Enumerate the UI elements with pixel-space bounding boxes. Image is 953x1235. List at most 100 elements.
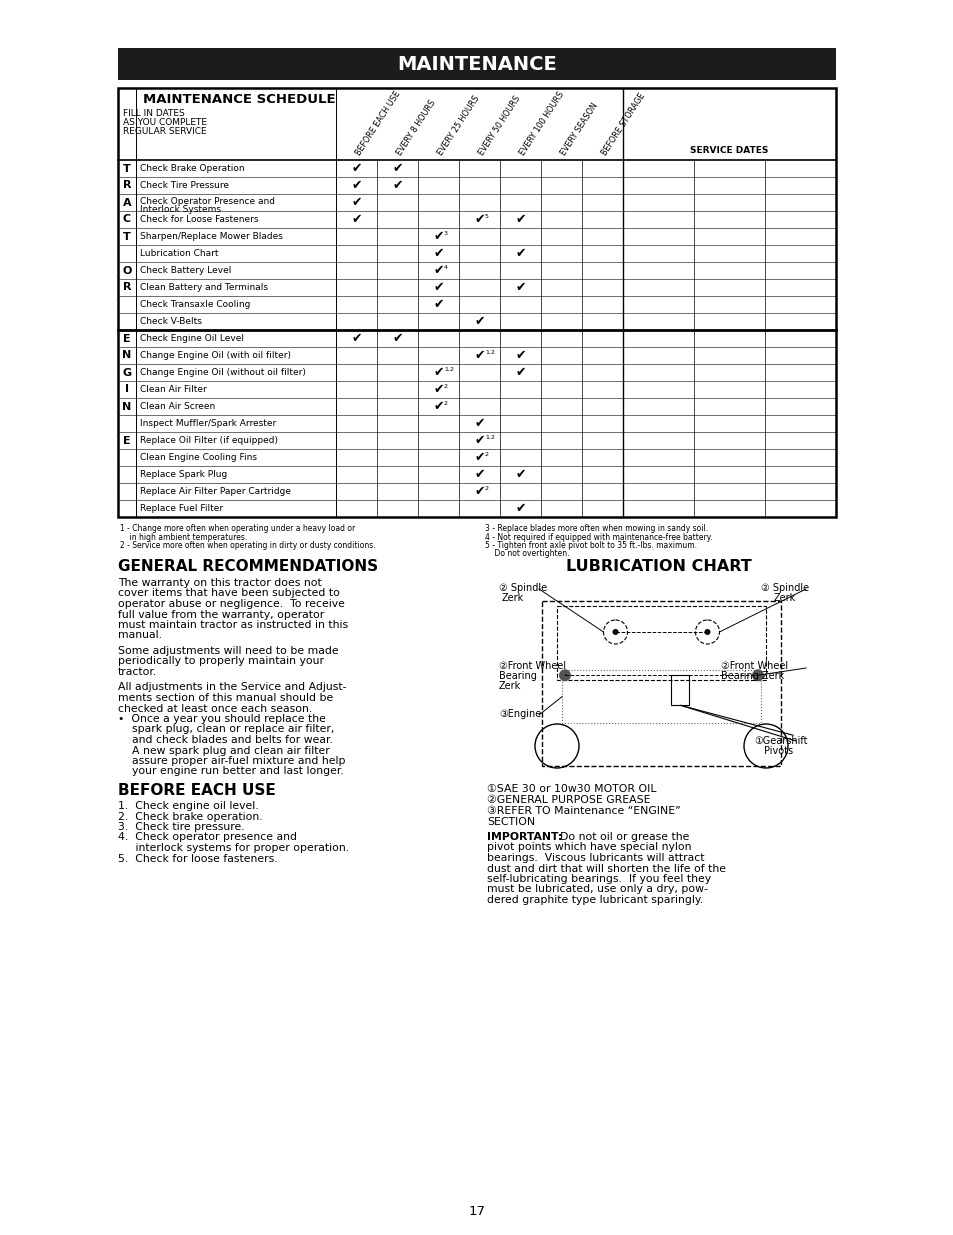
Text: ✔: ✔: [433, 400, 443, 412]
Text: ③REFER TO Maintenance “ENGINE”: ③REFER TO Maintenance “ENGINE”: [486, 806, 680, 816]
Text: ②GENERAL PURPOSE GREASE: ②GENERAL PURPOSE GREASE: [486, 795, 650, 805]
Text: and check blades and belts for wear.: and check blades and belts for wear.: [118, 735, 333, 745]
Text: 5 - Tighten front axle pivot bolt to 35 ft.-lbs. maximum.: 5 - Tighten front axle pivot bolt to 35 …: [484, 541, 697, 550]
Text: cover items that have been subjected to: cover items that have been subjected to: [118, 589, 339, 599]
Text: ✔: ✔: [474, 315, 484, 329]
Text: N: N: [122, 351, 132, 361]
Text: R: R: [123, 180, 132, 190]
Text: Replace Spark Plug: Replace Spark Plug: [140, 471, 227, 479]
Text: EVERY 50 HOURS: EVERY 50 HOURS: [477, 94, 522, 157]
Circle shape: [612, 629, 618, 635]
Text: operator abuse or negligence.  To receive: operator abuse or negligence. To receive: [118, 599, 345, 609]
Text: 1 - Change more often when operating under a heavy load or: 1 - Change more often when operating und…: [120, 524, 355, 534]
Text: assure proper air-fuel mixture and help: assure proper air-fuel mixture and help: [118, 756, 345, 766]
Circle shape: [558, 669, 571, 682]
Text: 3: 3: [443, 231, 448, 236]
Text: ✔: ✔: [433, 383, 443, 396]
Text: 4.  Check operator presence and: 4. Check operator presence and: [118, 832, 296, 842]
Text: 3.  Check tire pressure.: 3. Check tire pressure.: [118, 823, 244, 832]
Text: ✔: ✔: [351, 162, 361, 175]
Text: ✔: ✔: [515, 282, 525, 294]
Text: interlock systems for proper operation.: interlock systems for proper operation.: [118, 844, 349, 853]
Text: your engine run better and last longer.: your engine run better and last longer.: [118, 767, 343, 777]
Text: 5.  Check for loose fasteners.: 5. Check for loose fasteners.: [118, 853, 277, 863]
Text: T: T: [123, 231, 131, 242]
Bar: [671, 676, 689, 705]
Text: Check for Loose Fasteners: Check for Loose Fasteners: [140, 215, 258, 224]
Text: 4: 4: [443, 266, 448, 270]
Text: BEFORE STORAGE: BEFORE STORAGE: [599, 91, 647, 157]
Text: LUBRICATION CHART: LUBRICATION CHART: [565, 559, 751, 574]
Text: EVERY 8 HOURS: EVERY 8 HOURS: [395, 99, 437, 157]
Text: ✔: ✔: [433, 247, 443, 261]
Text: Clean Engine Cooling Fins: Clean Engine Cooling Fins: [140, 453, 256, 462]
Text: spark plug, clean or replace air filter,: spark plug, clean or replace air filter,: [118, 725, 334, 735]
Text: ✔: ✔: [351, 196, 361, 209]
Text: Change Engine Oil (with oil filter): Change Engine Oil (with oil filter): [140, 351, 291, 359]
Text: pivot points which have special nylon: pivot points which have special nylon: [486, 842, 691, 852]
Text: I: I: [125, 384, 129, 394]
Text: periodically to properly maintain your: periodically to properly maintain your: [118, 657, 324, 667]
Text: ✔: ✔: [515, 247, 525, 261]
Text: Zerk: Zerk: [773, 593, 796, 603]
Text: Bearing: Bearing: [498, 671, 537, 680]
Text: Zerk: Zerk: [501, 593, 524, 603]
Text: must be lubricated, use only a dry, pow-: must be lubricated, use only a dry, pow-: [486, 884, 707, 894]
Text: MAINTENANCE: MAINTENANCE: [396, 54, 557, 74]
Text: E: E: [123, 333, 131, 343]
Text: 2: 2: [443, 401, 448, 406]
Text: EVERY SEASON: EVERY SEASON: [558, 101, 599, 157]
Text: SECTION: SECTION: [486, 818, 535, 827]
Text: Clean Air Filter: Clean Air Filter: [140, 385, 207, 394]
Text: Do not overtighten.: Do not overtighten.: [484, 550, 569, 558]
Text: MAINTENANCE SCHEDULE: MAINTENANCE SCHEDULE: [143, 93, 335, 106]
Circle shape: [703, 629, 710, 635]
Text: 2 - Service more often when operating in dirty or dusty conditions.: 2 - Service more often when operating in…: [120, 541, 375, 550]
Text: ③Engine: ③Engine: [498, 709, 540, 719]
Text: 2.  Check brake operation.: 2. Check brake operation.: [118, 811, 262, 821]
Text: Replace Oil Filter (if equipped): Replace Oil Filter (if equipped): [140, 436, 277, 445]
Text: C: C: [123, 215, 131, 225]
Text: Check Battery Level: Check Battery Level: [140, 266, 232, 275]
Bar: [118, 88, 835, 517]
Text: tractor.: tractor.: [118, 667, 157, 677]
Text: ✔: ✔: [474, 485, 484, 498]
Text: 2: 2: [443, 384, 448, 389]
Text: 1,2: 1,2: [484, 350, 495, 354]
Text: EVERY 25 HOURS: EVERY 25 HOURS: [436, 94, 481, 157]
Text: self-lubricating bearings.  If you feel they: self-lubricating bearings. If you feel t…: [486, 874, 710, 884]
Text: AS YOU COMPLETE: AS YOU COMPLETE: [123, 119, 207, 127]
Text: 1,2: 1,2: [443, 367, 454, 372]
Text: Check Operator Presence and: Check Operator Presence and: [140, 198, 274, 206]
Text: Replace Fuel Filter: Replace Fuel Filter: [140, 504, 223, 513]
Text: E: E: [123, 436, 131, 446]
Text: ✔: ✔: [351, 212, 361, 226]
Text: Check Transaxle Cooling: Check Transaxle Cooling: [140, 300, 250, 309]
Text: ✔: ✔: [474, 417, 484, 430]
Text: ✔: ✔: [474, 212, 484, 226]
Text: Check Engine Oil Level: Check Engine Oil Level: [140, 333, 244, 343]
Text: •  Once a year you should replace the: • Once a year you should replace the: [118, 714, 326, 724]
Text: ✔: ✔: [515, 350, 525, 362]
Text: Inspect Muffler/Spark Arrester: Inspect Muffler/Spark Arrester: [140, 419, 276, 429]
Text: IMPORTANT:: IMPORTANT:: [486, 832, 561, 842]
Bar: [557, 606, 765, 680]
Text: 2: 2: [484, 452, 489, 457]
Text: The warranty on this tractor does not: The warranty on this tractor does not: [118, 578, 321, 588]
Text: Replace Air Filter Paper Cartridge: Replace Air Filter Paper Cartridge: [140, 487, 291, 496]
Text: ✔: ✔: [474, 451, 484, 464]
Text: Clean Battery and Terminals: Clean Battery and Terminals: [140, 283, 268, 291]
Text: ②Front Wheel: ②Front Wheel: [720, 661, 787, 671]
Text: checked at least once each season.: checked at least once each season.: [118, 704, 312, 714]
Circle shape: [751, 669, 763, 682]
Text: bearings.  Viscous lubricants will attract: bearings. Viscous lubricants will attrac…: [486, 853, 703, 863]
Text: Pivots: Pivots: [763, 746, 792, 756]
Text: EVERY 100 HOURS: EVERY 100 HOURS: [518, 90, 566, 157]
Text: BEFORE EACH USE: BEFORE EACH USE: [355, 89, 402, 157]
Text: ✔: ✔: [433, 282, 443, 294]
Text: ✔: ✔: [515, 366, 525, 379]
Text: ② Spindle: ② Spindle: [498, 583, 547, 593]
Text: Bearing Zerk: Bearing Zerk: [720, 671, 783, 680]
Text: 5: 5: [484, 214, 488, 219]
Text: ✔: ✔: [474, 433, 484, 447]
